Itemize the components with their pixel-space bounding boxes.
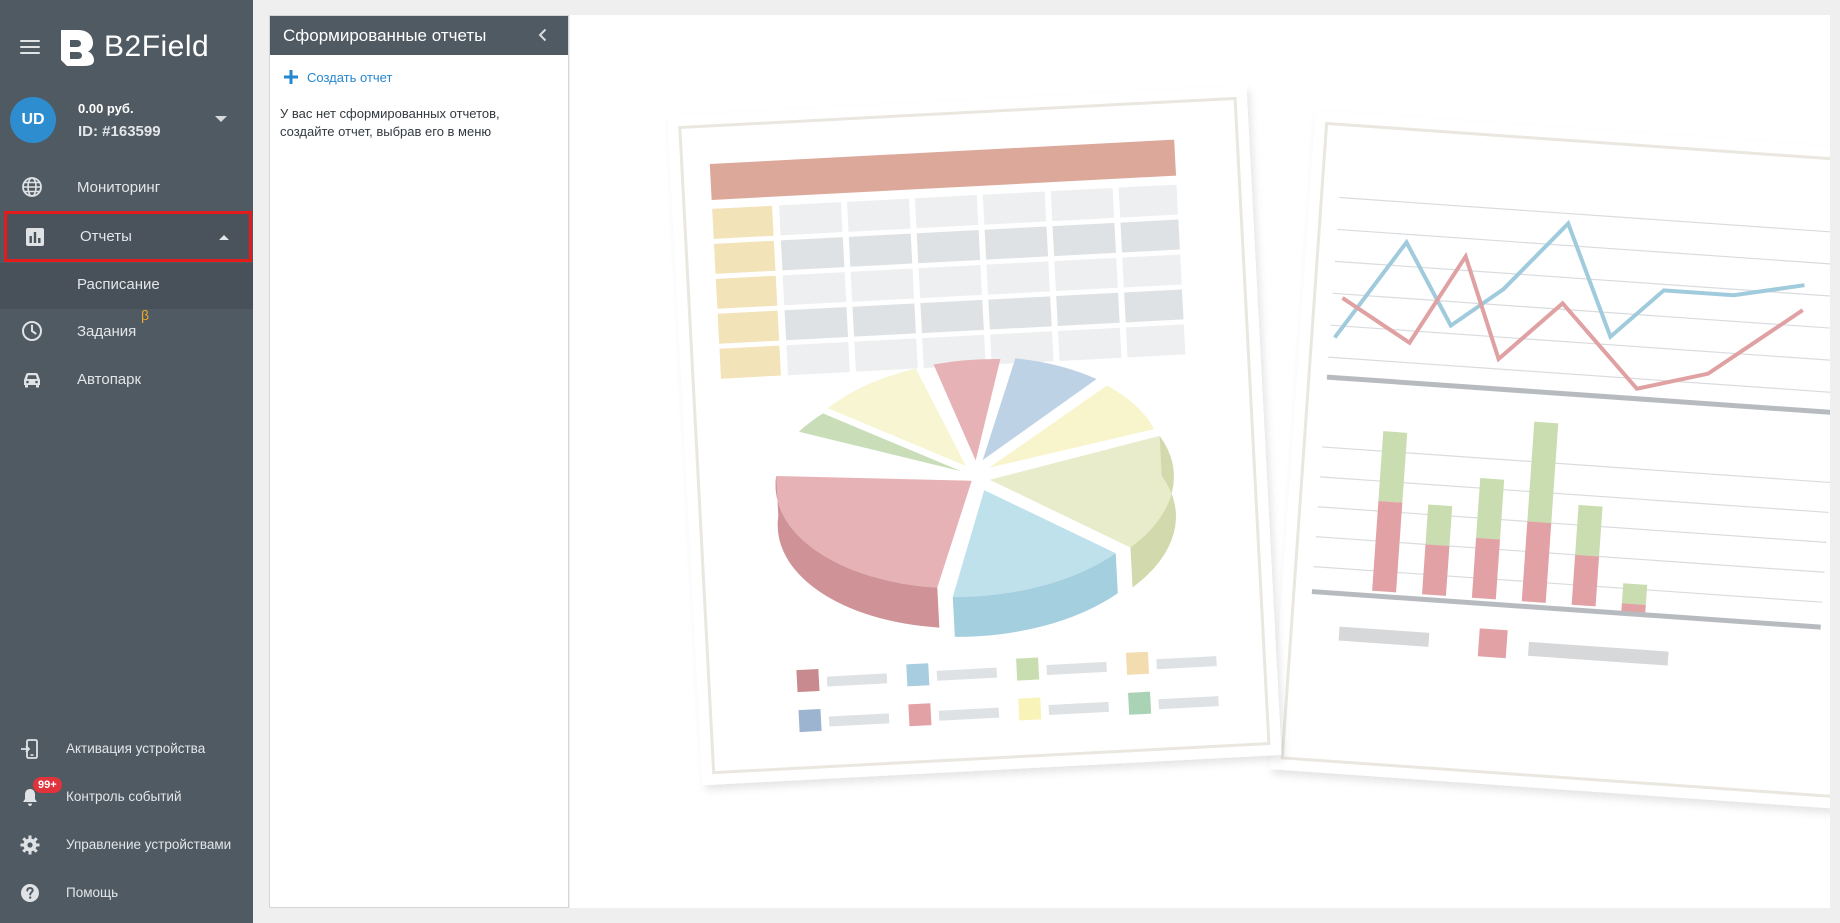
reports-panel-header: Сформированные отчеты [270, 16, 568, 55]
report-view-area [570, 15, 1830, 908]
front-report-sheet [667, 85, 1282, 786]
reports-placeholder-illustration [667, 85, 1830, 810]
sidebar-item-label: Задания [77, 322, 137, 340]
create-report-button[interactable]: Создать отчет [284, 66, 392, 88]
chevron-left-icon[interactable] [536, 28, 550, 42]
gear-icon [20, 835, 40, 855]
account-id: ID: #163599 [78, 123, 161, 140]
bell-icon [23, 789, 37, 806]
car-icon [24, 373, 40, 388]
sidebar-item-tasks[interactable]: Задания β [0, 307, 253, 353]
pie-graphic [775, 358, 1176, 637]
bar-chart-icon [26, 228, 44, 246]
clock-icon [22, 321, 42, 341]
panel-title: Сформированные отчеты [283, 26, 487, 45]
chevron-down-icon[interactable] [215, 116, 227, 122]
device-plus-icon [21, 739, 38, 759]
beta-badge: β [141, 307, 150, 323]
sidebar-item-label: Отчеты [80, 228, 132, 245]
account-balance: 0.00 руб. [78, 101, 134, 116]
sidebar-item-help[interactable]: Помощь [0, 873, 253, 913]
sidebar: B2Field UD 0.00 руб. ID: #163599 Монитор… [0, 0, 253, 923]
sidebar-item-reports[interactable]: Отчеты [4, 211, 252, 262]
app-name: B2Field [104, 30, 210, 63]
reports-panel: Сформированные отчеты Создать отчет У ва… [269, 15, 569, 908]
app-logo[interactable]: B2Field [58, 28, 209, 66]
help-circle-icon [21, 884, 39, 902]
sidebar-item-monitoring[interactable]: Мониторинг [0, 165, 253, 209]
events-count-badge: 99+ [33, 777, 62, 793]
sidebar-item-label: Помощь [66, 885, 119, 900]
globe-icon [22, 177, 42, 197]
sidebar-item-label: Контроль событий [66, 789, 182, 804]
sidebar-item-fleet[interactable]: Автопарк [0, 357, 253, 401]
sidebar-item-label: Расписание [77, 276, 160, 293]
plus-icon [284, 70, 298, 84]
sidebar-subitem-schedule[interactable]: Расписание [0, 263, 253, 309]
sidebar-item-label: Управление устройствами [66, 837, 232, 852]
account-switcher[interactable]: UD 0.00 руб. ID: #163599 [10, 97, 245, 147]
create-report-label: Создать отчет [307, 69, 393, 85]
sidebar-item-label: Активация устройства [66, 741, 206, 756]
sidebar-item-activation[interactable]: Активация устройства [0, 729, 253, 769]
menu-hamburger-icon[interactable] [20, 40, 40, 56]
chevron-up-icon[interactable] [219, 235, 229, 240]
empty-reports-message: У вас нет сформированных отчетов, создай… [280, 106, 500, 139]
avatar: UD [10, 97, 56, 143]
back-report-sheet [1269, 110, 1830, 810]
sidebar-item-label: Мониторинг [77, 178, 161, 196]
sidebar-item-label: Автопарк [77, 370, 142, 388]
sidebar-item-events[interactable]: 99+ Контроль событий [0, 777, 253, 817]
sidebar-item-devices[interactable]: Управление устройствами [0, 825, 253, 865]
b2field-logo-icon [61, 30, 94, 66]
